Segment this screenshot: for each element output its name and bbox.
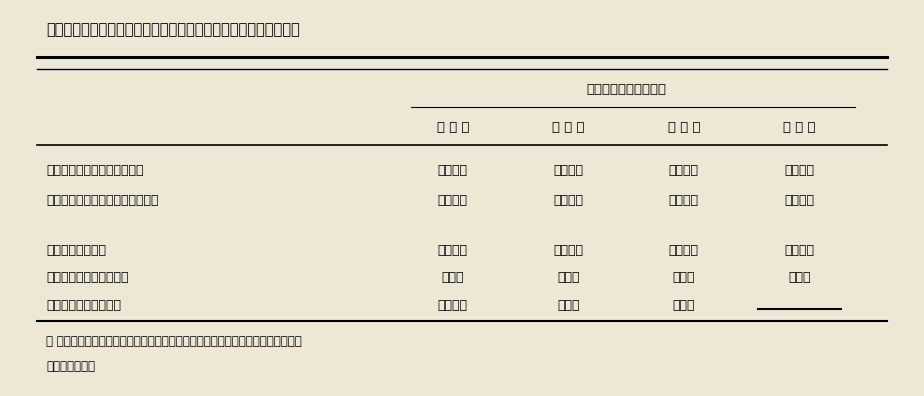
Text: ０．５４: ０．５４ [438, 164, 468, 177]
Text: ０．５８: ０．５８ [669, 164, 699, 177]
Text: 次段階への移行年数＊: 次段階への移行年数＊ [46, 299, 121, 312]
Text: ０．５６: ０．５６ [553, 164, 583, 177]
Text: １．２７: １．２７ [438, 194, 468, 207]
Text: １．３: １．３ [442, 271, 464, 284]
Text: １ ０ ０: １ ０ ０ [436, 121, 469, 134]
Text: ５ ０ ０: ５ ０ ０ [783, 121, 816, 134]
Text: ６２．９: ６２．９ [553, 244, 583, 257]
Text: ２ ０ ０: ２ ０ ０ [552, 121, 585, 134]
Text: 表１　立木密度の違いによるカラマツの胸高直径成長と樹冠成長: 表１ 立木密度の違いによるカラマツの胸高直径成長と樹冠成長 [46, 22, 300, 37]
Text: ４．２: ４．２ [788, 271, 810, 284]
Text: 林冠開空率（％）: 林冠開空率（％） [46, 244, 106, 257]
Text: ９．０: ９．０ [673, 271, 695, 284]
Text: ０．４７: ０．４７ [784, 164, 814, 177]
Text: １０．３: １０．３ [438, 299, 468, 312]
Text: ５．７: ５．７ [557, 271, 579, 284]
Text: １．１１: １．１１ [784, 194, 814, 207]
Text: １．３２: １．３２ [553, 194, 583, 207]
Text: ２４．７: ２４．７ [784, 244, 814, 257]
Text: ４７．４: ４７．４ [669, 244, 699, 257]
Text: 年閉鎖速度（％／ｙｒ）: 年閉鎖速度（％／ｙｒ） [46, 271, 128, 284]
Text: ＊ 各区の林冠開空率が立木密度で１段階高密度の区の林冠開空率に達するまでの: ＊ 各区の林冠開空率が立木密度で１段階高密度の区の林冠開空率に達するまでの [46, 335, 302, 348]
Text: 立木密度（本／ｈａ）: 立木密度（本／ｈａ） [586, 83, 666, 96]
Text: ２．７: ２．７ [557, 299, 579, 312]
Text: 非間伐区に対する胸高直径成長比: 非間伐区に対する胸高直径成長比 [46, 194, 159, 207]
Text: 年数を表す。: 年数を表す。 [46, 360, 95, 373]
Text: 胸高直径成長（ｃｍ／ｙｒ）: 胸高直径成長（ｃｍ／ｙｒ） [46, 164, 144, 177]
Text: ７５．２: ７５．２ [438, 244, 468, 257]
Text: ２．５: ２．５ [673, 299, 695, 312]
Text: ３ ０ ０: ３ ０ ０ [667, 121, 700, 134]
Text: １．３６: １．３６ [669, 194, 699, 207]
